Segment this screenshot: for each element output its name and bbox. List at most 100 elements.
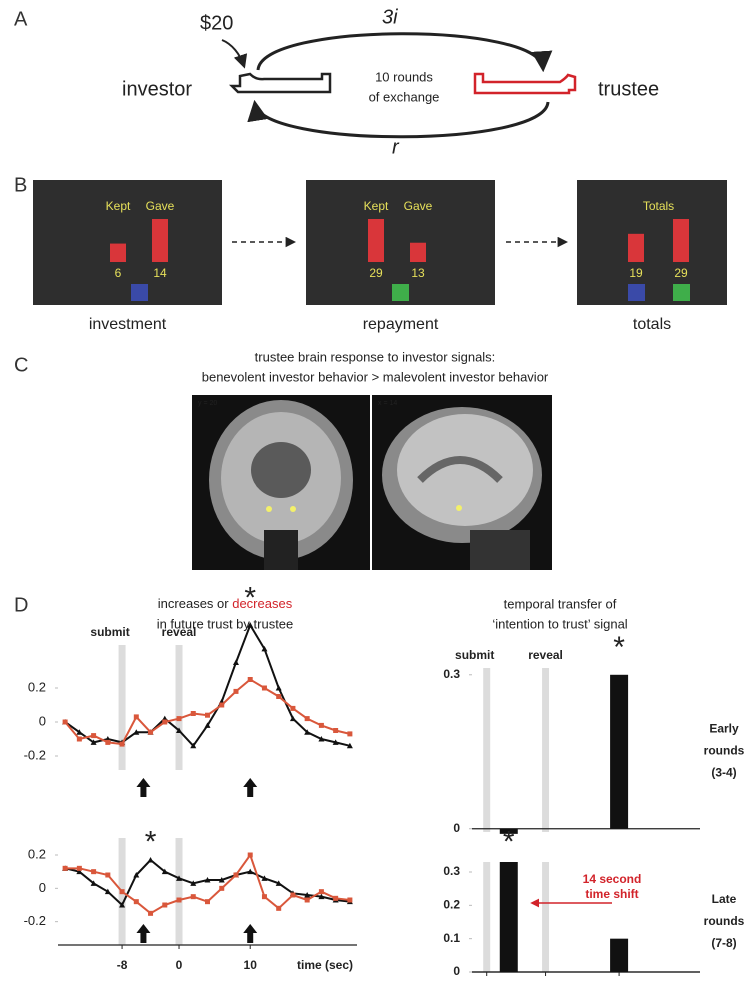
point: [232, 659, 239, 665]
bar: [499, 828, 518, 834]
point: [205, 712, 210, 718]
x-axis-label: time (sec): [297, 958, 353, 972]
panel-title: temporal transfer of: [504, 596, 617, 611]
panel-title: benevolent investor behavior > malevolen…: [202, 369, 549, 384]
title-part: increases or: [158, 596, 232, 611]
row-label: rounds: [704, 744, 745, 758]
row-label: rounds: [704, 914, 745, 928]
screen-square: [673, 284, 690, 301]
x-tick-label: 0: [176, 958, 183, 972]
point: [190, 742, 197, 749]
event-arrow: [136, 778, 151, 797]
point: [304, 897, 310, 903]
panel-label: D: [14, 594, 28, 616]
event-band: [483, 862, 491, 972]
point: [347, 731, 353, 737]
series-line: [65, 852, 350, 915]
point: [76, 868, 83, 875]
trustee-label: trustee: [598, 78, 659, 100]
forward-label: 3i: [382, 6, 398, 28]
point: [205, 899, 210, 905]
forward-arrow: [256, 32, 553, 73]
point: [247, 852, 253, 858]
event-label: submit: [90, 625, 129, 639]
point: [318, 893, 325, 900]
panel-label: B: [14, 174, 27, 196]
row-label: Late: [712, 892, 737, 906]
significance-star: *: [244, 582, 256, 615]
row-label: (7-8): [711, 936, 736, 950]
point: [204, 877, 211, 883]
event-label: reveal: [162, 625, 197, 639]
screen-bar: [110, 243, 126, 262]
point: [290, 892, 296, 898]
screen-number: 19: [629, 266, 643, 280]
event-label: reveal: [528, 648, 563, 662]
point: [275, 685, 282, 691]
point: [332, 739, 339, 745]
point: [90, 739, 97, 745]
point: [247, 868, 254, 875]
point: [261, 894, 267, 900]
event-band: [175, 645, 183, 770]
event-band: [175, 838, 183, 945]
point: [261, 685, 267, 691]
point: [133, 899, 139, 905]
point: [161, 868, 168, 875]
screen-header: Kept: [364, 199, 389, 213]
point: [304, 892, 311, 898]
x-tick-label: -8: [117, 958, 128, 972]
point: [90, 880, 97, 886]
point: [346, 742, 353, 749]
screen-number: 14: [153, 266, 167, 280]
panel-label: A: [14, 8, 28, 30]
point: [176, 716, 182, 722]
investor-label: investor: [122, 78, 192, 100]
point: [176, 727, 183, 733]
point: [133, 872, 140, 878]
y-tick-label: 0.2: [28, 679, 46, 694]
callout: time shift: [585, 887, 638, 901]
screen-square: [628, 284, 645, 301]
point: [119, 741, 125, 747]
amount-arrow: [221, 39, 248, 69]
event-band: [483, 668, 491, 832]
y-tick-label: -0.2: [24, 913, 46, 928]
y-tick-label: 0.3: [443, 667, 460, 681]
point: [133, 714, 139, 720]
point: [190, 880, 197, 886]
point: [133, 729, 140, 735]
point: [176, 897, 182, 903]
point: [148, 910, 154, 916]
event-arrow: [243, 924, 258, 943]
screen-number: 29: [674, 266, 688, 280]
screen-caption: investment: [89, 316, 167, 333]
row-label: (3-4): [711, 766, 736, 780]
event-band: [118, 645, 126, 770]
screen-caption: totals: [633, 316, 671, 333]
panel-title: ‘intention to trust’ signal: [492, 616, 627, 631]
screen-header: Gave: [404, 199, 433, 213]
point: [333, 728, 339, 733]
y-tick-label: 0.1: [443, 931, 460, 945]
event-band: [542, 668, 550, 832]
point: [147, 857, 154, 863]
investor-icon: [228, 72, 332, 94]
point: [105, 872, 111, 878]
title-part: decreases: [232, 596, 292, 611]
screen-header: Gave: [146, 199, 175, 213]
image-label: y = 20: [198, 400, 217, 407]
amount: $20: [200, 12, 233, 34]
screen-square: [392, 284, 409, 301]
point: [233, 872, 239, 878]
callout: 14 second: [583, 872, 642, 886]
point: [276, 694, 282, 699]
y-tick-label: -0.2: [24, 747, 46, 762]
point: [91, 733, 97, 739]
panel-title: trustee brain response to investor signa…: [255, 349, 496, 364]
brain-coronal: y = 20: [192, 395, 370, 570]
screen-header: Totals: [643, 199, 674, 213]
point: [333, 895, 339, 901]
point: [76, 729, 83, 735]
point: [347, 897, 353, 903]
